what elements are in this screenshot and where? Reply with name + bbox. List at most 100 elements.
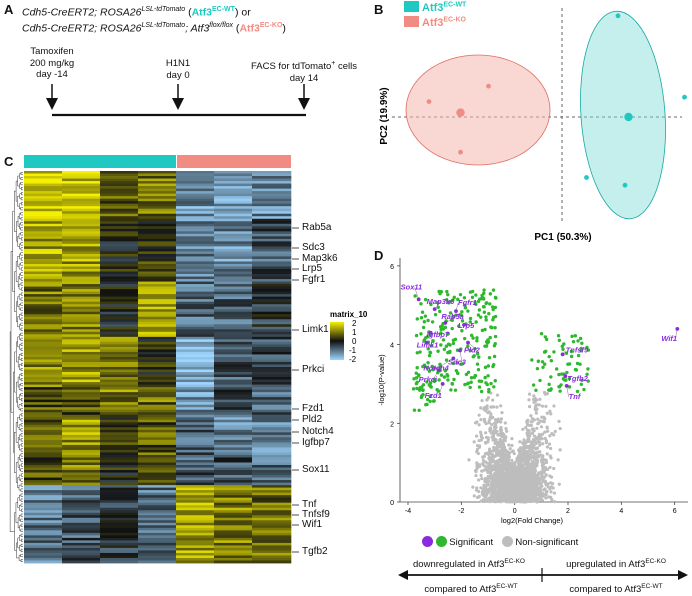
- volcano-leader: [562, 350, 566, 355]
- heatmap-cell: [24, 201, 63, 205]
- heatmap-cell: [24, 238, 63, 242]
- volcano-point: [512, 484, 516, 488]
- heatmap-cell: [100, 289, 139, 293]
- heatmap-cell: [24, 449, 63, 453]
- heatmap-cell: [62, 422, 101, 426]
- dendrogram-branch: [17, 497, 20, 508]
- heatmap-cell: [24, 547, 63, 551]
- volcano-point: [484, 381, 488, 385]
- heatmap-cell: [252, 502, 292, 506]
- heatmap-cell: [138, 550, 177, 554]
- volcano-point: [487, 496, 491, 500]
- dendrogram-branch: [20, 227, 23, 231]
- volcano-point: [508, 496, 512, 501]
- heatmap-cell: [252, 437, 292, 441]
- heatmap-cell: [100, 535, 139, 539]
- heatmap-cell: [62, 434, 101, 438]
- volcano-point: [518, 495, 523, 499]
- heatmap-cell: [100, 550, 139, 554]
- volcano-point: [514, 499, 518, 504]
- heatmap-cell: [62, 351, 101, 355]
- volcano-point: [480, 490, 484, 494]
- volcano-point: [545, 452, 549, 456]
- heatmap-cell: [24, 402, 63, 406]
- heatmap-cell: [62, 331, 101, 335]
- volcano-point: [539, 470, 543, 474]
- heatmap-cell: [62, 359, 101, 363]
- volcano-point: [486, 411, 490, 415]
- heatmap-cell: [100, 462, 139, 466]
- heatmap-cell: [62, 412, 101, 416]
- heatmap-cell: [214, 203, 253, 207]
- volcano-point: [523, 496, 527, 501]
- heatmap-cell: [252, 492, 292, 496]
- heatmap-cell: [138, 181, 177, 184]
- heatmap-cell: [24, 480, 63, 483]
- volcano-point: [538, 419, 542, 423]
- genotype-or: ) or: [234, 6, 251, 19]
- volcano-point: [441, 338, 446, 342]
- volcano-point: [496, 417, 500, 421]
- volcano-point: [573, 334, 578, 338]
- heatmap-cell: [214, 331, 253, 335]
- heatmap-cell: [214, 193, 253, 197]
- heatmap-cell: [252, 253, 292, 257]
- heatmap-cell: [62, 361, 101, 365]
- dendrogram-branch: [19, 334, 21, 340]
- volcano-point: [477, 413, 481, 417]
- heatmap-cell: [138, 379, 177, 383]
- volcano-point: [493, 483, 498, 488]
- heatmap-cell: [138, 517, 177, 521]
- volcano-gene-label: Tnf: [569, 392, 582, 401]
- heatmap-cell: [138, 515, 177, 519]
- heatmap-cell: [214, 444, 253, 448]
- heatmap-cell: [62, 354, 101, 358]
- volcano-point: [545, 411, 549, 415]
- heatmap-cell: [252, 537, 292, 541]
- heatmap-cell: [24, 296, 63, 300]
- volcano-point: [489, 325, 493, 329]
- heatmap-cell: [176, 517, 215, 521]
- heatmap-cell: [252, 517, 292, 521]
- heatmap-cell: [214, 442, 253, 446]
- heatmap-cell: [176, 311, 215, 315]
- volcano-point: [425, 380, 429, 384]
- heatmap-cell: [214, 299, 253, 303]
- dendrogram-branch: [19, 183, 22, 189]
- heatmap-cell: [214, 369, 253, 373]
- heatmap-cell: [214, 316, 253, 320]
- volcano-point: [415, 365, 419, 370]
- gene-label: Tgfb2: [302, 546, 328, 557]
- volcano-point: [432, 379, 436, 383]
- heatmap-cell: [138, 480, 177, 483]
- heatmap-cell: [252, 216, 292, 220]
- heatmap-cell: [100, 537, 139, 541]
- dendrogram-branch: [19, 324, 22, 330]
- volcano-point: [485, 341, 490, 345]
- heatmap-cell: [176, 206, 215, 210]
- heatmap-cell: [100, 324, 139, 328]
- heatmap-cell: [62, 480, 101, 483]
- volcano-point: [524, 425, 528, 430]
- heatmap-cell: [214, 439, 253, 443]
- ko-label: Atf3: [239, 22, 260, 35]
- volcano-point: [494, 442, 498, 446]
- heatmap-cell: [100, 520, 139, 524]
- heatmap-cell: [100, 173, 139, 177]
- dendrogram-branch: [14, 190, 17, 232]
- heatmap-cell: [138, 258, 177, 262]
- heatmap-cell: [176, 467, 215, 471]
- heatmap-cell: [24, 532, 63, 536]
- volcano-point: [504, 489, 509, 493]
- volcano-point: [516, 478, 520, 483]
- heatmap-cell: [252, 274, 292, 277]
- heatmap-cell: [138, 263, 177, 267]
- volcano-point: [460, 310, 464, 314]
- heatmap-cell: [176, 349, 215, 353]
- volcano-point: [506, 494, 510, 498]
- heatmap-cell: [62, 444, 101, 448]
- heatmap-cell: [24, 321, 63, 325]
- heatmap-cell: [214, 221, 253, 225]
- heatmap-cell: [214, 191, 253, 195]
- heatmap-cell: [214, 530, 253, 534]
